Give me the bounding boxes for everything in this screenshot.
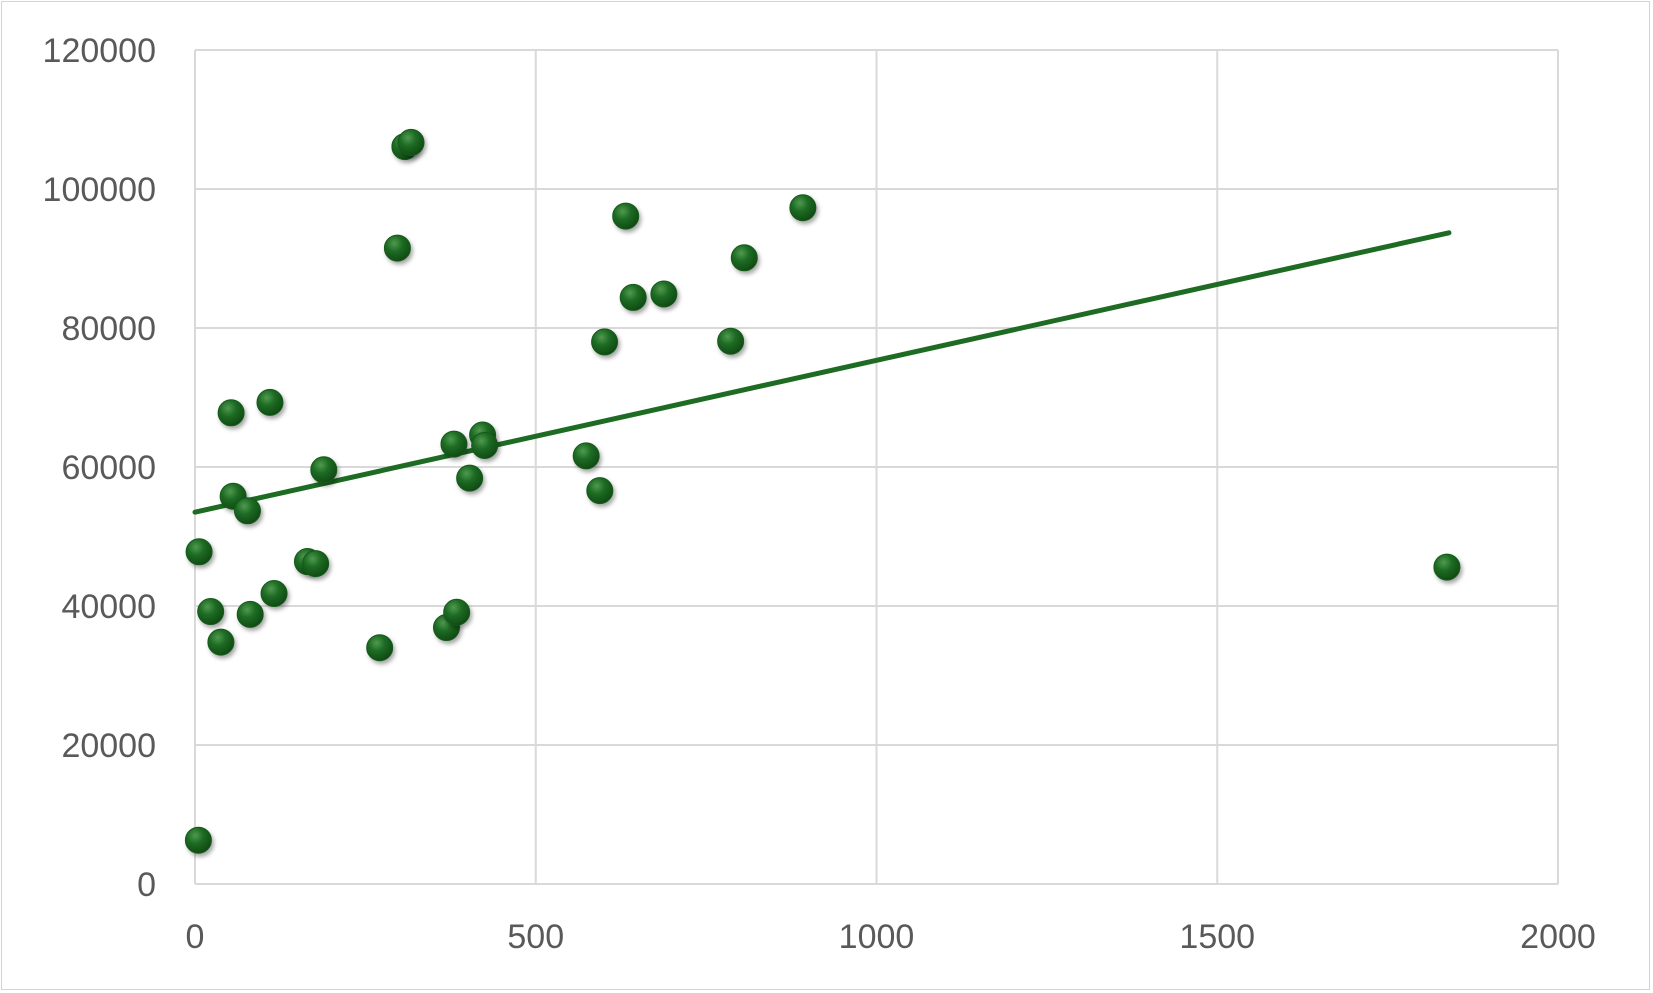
data-point xyxy=(236,600,264,628)
y-tick-label: 100000 xyxy=(43,171,156,209)
trendline xyxy=(192,230,1452,515)
x-tick-label: 500 xyxy=(507,918,564,956)
y-tick-label: 40000 xyxy=(61,588,156,626)
data-point xyxy=(310,456,338,484)
gridlines xyxy=(195,49,1559,884)
data-point xyxy=(586,477,614,505)
data-point xyxy=(591,328,619,356)
data-point xyxy=(1433,553,1461,581)
data-point xyxy=(471,431,499,459)
y-tick-label: 80000 xyxy=(61,310,156,348)
data-point xyxy=(184,826,212,854)
data-point xyxy=(366,634,394,662)
x-tick-label: 1000 xyxy=(839,918,915,956)
trendline-layer xyxy=(192,230,1452,515)
data-point xyxy=(612,202,640,230)
data-point xyxy=(456,464,484,492)
data-point xyxy=(789,194,817,222)
data-point xyxy=(619,283,647,311)
data-point xyxy=(233,497,261,525)
x-tick-label: 0 xyxy=(186,918,205,956)
data-point xyxy=(440,430,468,458)
axes: 0 20000 40000 60000 80000 100000 120000 0 500 100… xyxy=(43,32,1596,956)
data-point xyxy=(397,128,425,156)
data-point xyxy=(650,280,678,308)
data-point xyxy=(730,244,758,272)
data-point xyxy=(207,628,235,656)
data-point xyxy=(443,598,471,626)
data-point xyxy=(217,399,245,427)
data-point xyxy=(383,234,411,262)
data-point xyxy=(717,327,745,355)
y-tick-label: 60000 xyxy=(61,449,156,487)
data-point xyxy=(572,442,600,470)
data-point xyxy=(256,388,284,416)
data-point xyxy=(302,550,330,578)
data-points xyxy=(184,128,1461,854)
data-point xyxy=(185,538,213,566)
data-point xyxy=(197,598,225,626)
y-tick-label: 120000 xyxy=(43,32,156,70)
x-tick-label: 2000 xyxy=(1520,918,1596,956)
y-tick-label: 0 xyxy=(137,866,156,904)
y-tick-label: 20000 xyxy=(61,727,156,765)
data-point xyxy=(260,579,288,607)
x-tick-label: 1500 xyxy=(1179,918,1255,956)
